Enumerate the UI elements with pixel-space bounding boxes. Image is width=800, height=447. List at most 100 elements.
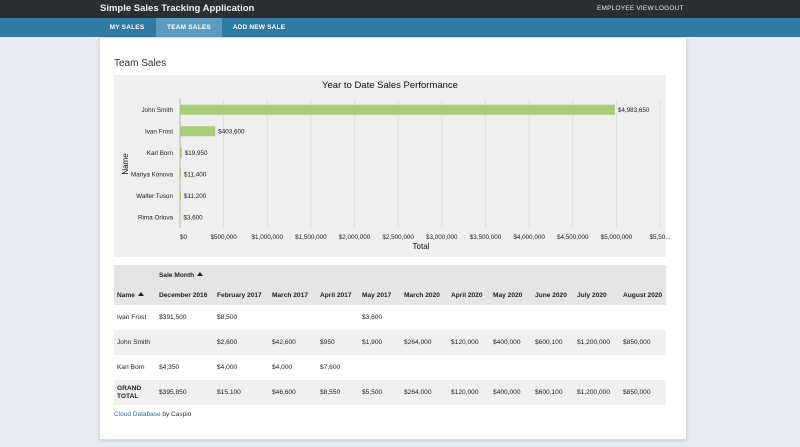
value-cell: $46,600 xyxy=(272,389,296,396)
bar-value-label: $3,600 xyxy=(183,214,203,221)
value-cell: $400,000 xyxy=(493,389,521,396)
value-cell: $120,000 xyxy=(451,389,479,396)
x-tick-label: $3,000,000 xyxy=(426,234,458,241)
bar-value-label: $11,400 xyxy=(184,171,207,178)
bar xyxy=(180,126,216,137)
value-cell: $950 xyxy=(320,339,335,346)
value-cell xyxy=(401,305,448,330)
grand-total-row: GRAND TOTAL $395,850 $15,100 $46,600 $8,550 $… xyxy=(114,380,667,405)
value-cell xyxy=(156,330,214,355)
tab-add-new-sale[interactable]: ADD NEW SALE xyxy=(232,24,286,31)
value-cell: $7,600 xyxy=(320,364,341,371)
sort-ascending-icon xyxy=(197,271,204,276)
row-name-cell: GRAND TOTAL xyxy=(117,384,142,400)
bar-value-label: $11,200 xyxy=(184,193,207,200)
month-header[interactable]: May 2020 xyxy=(493,291,523,299)
x-tick-label: $1,000,000 xyxy=(252,234,284,241)
x-tick-label: $2,000,000 xyxy=(339,234,371,241)
value-cell xyxy=(532,355,574,380)
footer: Cloud Database by Caspio xyxy=(114,411,191,418)
value-cell: $2,600 xyxy=(217,339,238,346)
bar-value-label: $403,600 xyxy=(218,128,245,135)
sort-ascending-icon xyxy=(137,291,144,296)
tab-my-sales[interactable]: MY SALES xyxy=(109,24,145,31)
month-header[interactable]: March 2020 xyxy=(404,291,440,299)
month-header[interactable]: July 2020 xyxy=(577,291,607,299)
cloud-database-link[interactable]: Cloud Database xyxy=(114,411,161,418)
month-header[interactable]: June 2020 xyxy=(535,291,567,299)
x-tick-label: $4,500,000 xyxy=(557,234,589,241)
value-cell: $8,500 xyxy=(217,314,238,321)
value-cell xyxy=(532,305,574,330)
bar xyxy=(180,147,182,158)
value-cell xyxy=(269,305,317,330)
logout-link[interactable]: LOGOUT xyxy=(655,5,684,12)
y-category-label: Rima Orlova xyxy=(138,214,173,221)
x-tick-label: $500,000 xyxy=(211,234,238,241)
nav-bar: MY SALES TEAM SALES ADD NEW SALE xyxy=(0,18,800,37)
employee-view-link[interactable]: EMPLOYEE VIEW xyxy=(597,5,654,12)
x-tick-label: $2,500,000 xyxy=(382,234,414,241)
value-cell: $3,600 xyxy=(362,314,383,321)
bar-value-label: $19,950 xyxy=(185,150,208,157)
value-cell: $1,900 xyxy=(362,339,383,346)
y-category-label: Walter Tuson xyxy=(136,193,173,200)
y-category-label: John Smith xyxy=(142,107,174,114)
y-category-label: Mariya Konova xyxy=(131,171,173,178)
row-name-cell: Ivan Frost xyxy=(117,313,147,321)
value-cell xyxy=(490,305,532,330)
tab-team-sales[interactable]: TEAM SALES xyxy=(156,18,222,37)
bar xyxy=(180,169,181,180)
month-header[interactable]: April 2020 xyxy=(451,291,483,299)
value-cell: $5,500 xyxy=(362,389,383,396)
value-cell: $1,200,000 xyxy=(577,339,611,346)
value-cell: $391,500 xyxy=(159,314,187,321)
month-header[interactable]: August 2020 xyxy=(623,291,663,299)
x-tick-label: $0 xyxy=(180,234,188,241)
value-cell xyxy=(401,355,448,380)
value-cell xyxy=(620,305,666,330)
value-cell: $600,100 xyxy=(535,389,563,396)
x-tick-label: $5,000,000 xyxy=(601,234,633,241)
sale-month-header[interactable]: Sale Month xyxy=(156,265,666,285)
footer-suffix: by Caspio xyxy=(160,411,192,418)
month-header[interactable]: December 2016 xyxy=(159,291,208,299)
value-cell: $42,600 xyxy=(272,339,296,346)
value-cell: $4,000 xyxy=(272,364,293,371)
table-row: Ivan Frost $391,500 $8,500 $3,600 xyxy=(114,305,666,330)
x-tick-label: $1,500,000 xyxy=(295,234,327,241)
value-cell: $8,550 xyxy=(320,389,341,396)
value-cell: $4,000 xyxy=(217,364,238,371)
value-cell xyxy=(448,305,490,330)
x-tick-label: $4,000,000 xyxy=(513,234,545,241)
month-header[interactable]: February 2017 xyxy=(217,291,262,299)
value-cell: $1,200,000 xyxy=(577,389,611,396)
value-cell xyxy=(317,305,359,330)
name-header[interactable]: Name xyxy=(114,285,156,305)
value-cell: $395,850 xyxy=(159,389,187,396)
x-tick-label: $5,50... xyxy=(649,234,670,241)
chart-title: Year to Date Sales Performance xyxy=(322,80,458,91)
header-spacer xyxy=(114,265,156,285)
value-cell: $850,000 xyxy=(623,389,651,396)
table-row: John Smith $2,600 $42,600 $950 $1,900 $264,00… xyxy=(114,330,667,355)
value-cell: $120,000 xyxy=(451,339,479,346)
month-header[interactable]: March 2017 xyxy=(272,291,308,299)
y-category-label: Karl Born xyxy=(147,150,174,157)
value-cell xyxy=(359,355,401,380)
value-cell: $850,000 xyxy=(623,339,651,346)
value-cell xyxy=(448,355,490,380)
value-cell xyxy=(574,305,620,330)
x-tick-label: $3,500,000 xyxy=(470,234,502,241)
y-axis-title: Name xyxy=(121,153,130,175)
top-bar: Simple Sales Tracking Application EMPLOY… xyxy=(0,0,800,18)
value-cell: $4,350 xyxy=(159,364,180,371)
value-cell xyxy=(490,355,532,380)
bar xyxy=(180,104,615,115)
bar xyxy=(180,190,181,201)
month-header[interactable]: May 2017 xyxy=(362,291,392,299)
x-axis-title: Total xyxy=(413,242,430,251)
month-header[interactable]: April 2017 xyxy=(320,291,352,299)
value-cell: $15,100 xyxy=(217,389,241,396)
